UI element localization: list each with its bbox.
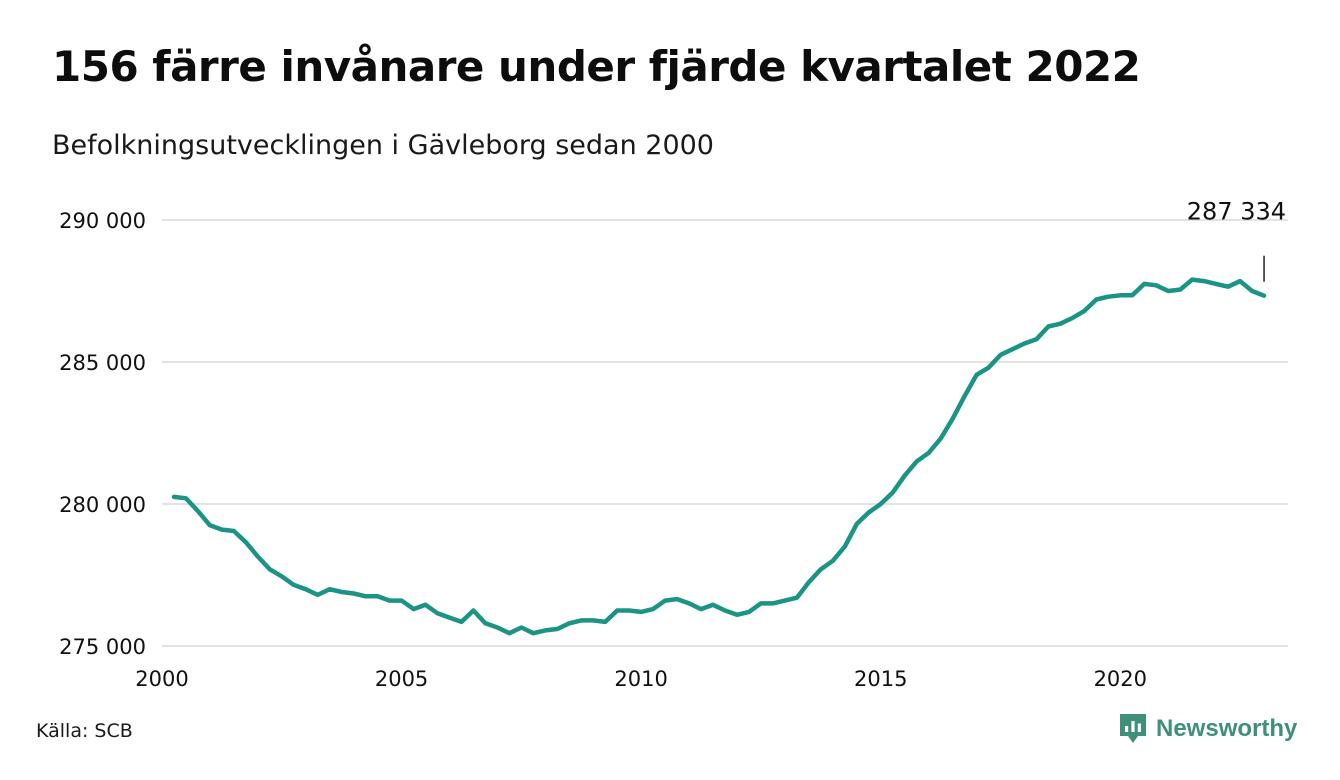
y-axis: 275 000 280 000 285 000 290 000 xyxy=(59,209,146,659)
y-tick-label: 285 000 xyxy=(59,351,146,375)
annotation-label: 287 334 xyxy=(1187,198,1286,226)
series-line xyxy=(171,277,1267,636)
brand-name: Newsworthy xyxy=(1156,715,1298,742)
annotation-group: 287 334 xyxy=(1187,198,1286,282)
newsworthy-logo-icon xyxy=(1120,714,1146,743)
x-tick-label: 2010 xyxy=(614,667,667,691)
x-tick-label: 2020 xyxy=(1094,667,1147,691)
series-group xyxy=(171,277,1267,636)
x-tick-label: 2005 xyxy=(375,667,428,691)
x-axis: 2000 2005 2010 2015 2020 xyxy=(135,667,1147,691)
x-tick-label: 2015 xyxy=(854,667,907,691)
x-tick-label: 2000 xyxy=(135,667,188,691)
grid-lines xyxy=(162,219,1288,647)
y-tick-label: 290 000 xyxy=(59,209,146,233)
brand-logo: Newsworthy xyxy=(1118,712,1297,746)
chart-title: 156 färre invånare under fjärde kvartale… xyxy=(52,42,1141,91)
chart-subtitle: Befolkningsutvecklingen i Gävleborg seda… xyxy=(52,130,714,161)
y-tick-label: 275 000 xyxy=(59,635,146,659)
y-tick-label: 280 000 xyxy=(59,493,146,517)
source-note: Källa: SCB xyxy=(36,720,133,742)
